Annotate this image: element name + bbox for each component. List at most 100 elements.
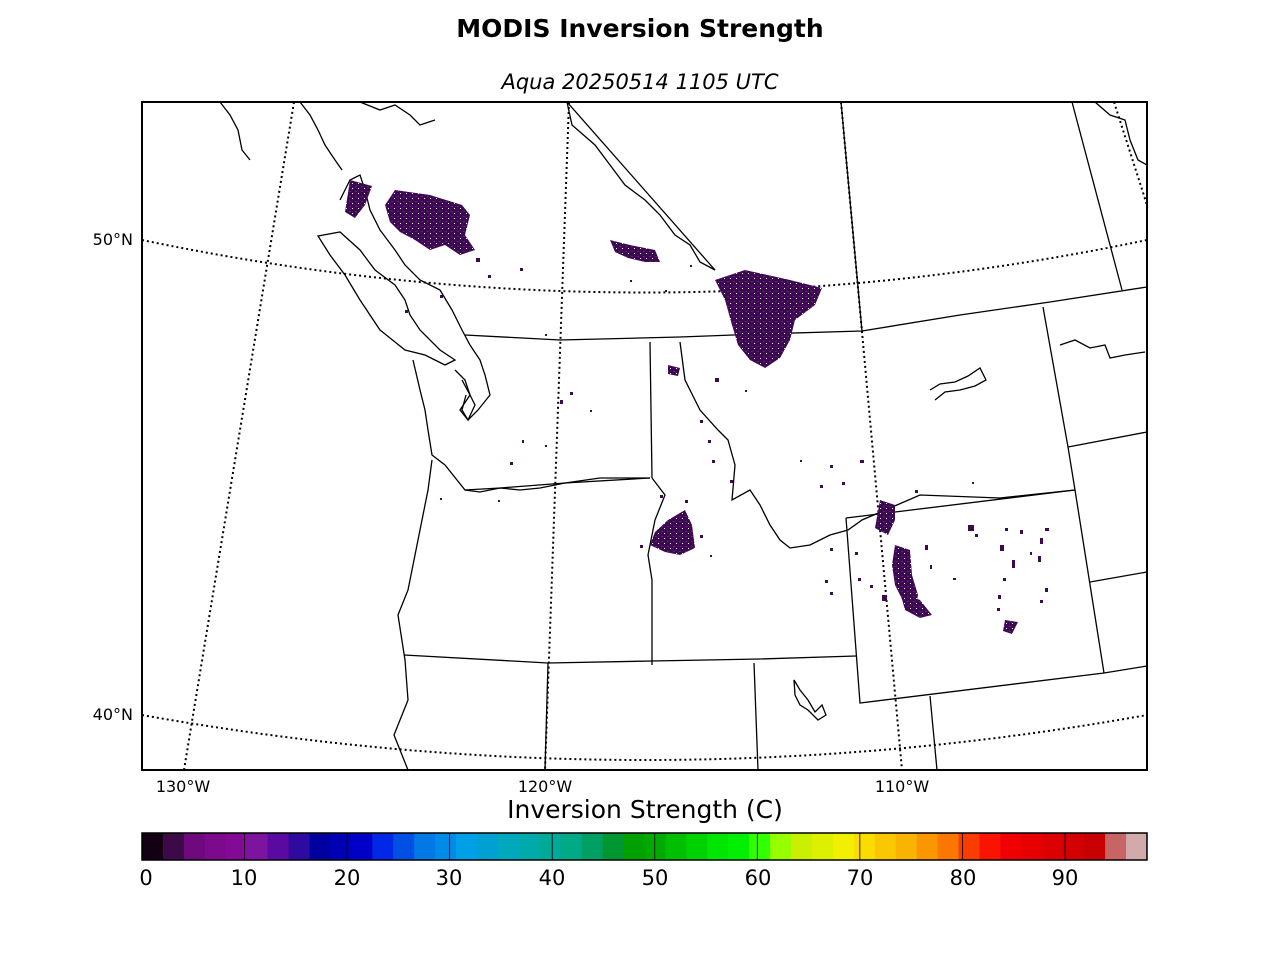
- colorbar-segment: [1021, 833, 1043, 860]
- data-cluster-bc-coast: [385, 190, 475, 255]
- colorbar-tick-20: 20: [333, 866, 361, 890]
- colorbar-segment: [477, 833, 499, 860]
- bc-north-coast: [219, 102, 436, 171]
- colorbar-segment: [497, 833, 520, 860]
- wa-or-border: [464, 477, 651, 491]
- colorbar-segment: [916, 833, 939, 860]
- chart-subtitle: Aqua 20250514 1105 UTC: [501, 70, 779, 94]
- dakota-border: [1067, 431, 1147, 448]
- lat-label-40n: 40°N: [93, 705, 133, 724]
- colorbar-tick-40: 40: [538, 866, 566, 890]
- data-cluster-colorado: [1003, 620, 1018, 634]
- colorbar-segment: [1042, 833, 1064, 860]
- colorbar-segment: [728, 833, 750, 860]
- colorbar-segment: [372, 833, 394, 860]
- colorbar-segment: [288, 833, 311, 860]
- colorbar-segment: [183, 833, 206, 860]
- sask-manitoba-border: [1071, 102, 1123, 291]
- colorbar-segment: [665, 833, 687, 860]
- data-speckles: [405, 258, 1049, 611]
- colorbar-segment: [874, 833, 897, 860]
- colorbar-segment: [853, 833, 876, 860]
- meridian-100w: [1113, 102, 1147, 206]
- colorbar-segment: [1000, 833, 1022, 860]
- lon-label-130w: 130°W: [156, 777, 211, 796]
- lon-label-120w: 120°W: [518, 777, 573, 796]
- colorbar-segment: [435, 833, 457, 860]
- colorbar-segment: [142, 833, 164, 860]
- colorbar-tick-30: 30: [435, 866, 463, 890]
- colorbar-segment: [895, 833, 918, 860]
- colorbar-segment: [162, 833, 185, 860]
- wa-id-border: [649, 341, 653, 479]
- data-cluster-wyoming-a: [875, 500, 895, 535]
- colorbar-segment: [309, 833, 332, 860]
- parallel-50n: [142, 239, 1147, 294]
- colorbar-segment: [414, 833, 436, 860]
- colorbar-segment: [267, 833, 290, 860]
- colorbar-segment: [749, 833, 771, 860]
- colorbar-segment: [832, 833, 855, 860]
- data-cluster-wyoming-c: [900, 592, 932, 618]
- data-cluster-oregon: [650, 510, 695, 555]
- meridian-120w: [544, 102, 570, 770]
- colorbar-segment: [1084, 833, 1106, 860]
- nv-ut-border: [753, 662, 759, 770]
- lake-sakakawea: [929, 367, 987, 401]
- map-area: [142, 102, 1147, 770]
- colorbar-segment: [707, 833, 729, 860]
- hudson-bay-edge: [1094, 102, 1147, 166]
- lat-label-50n: 50°N: [93, 230, 133, 249]
- data-cluster-wyoming-b: [892, 545, 918, 610]
- colorbar-segment: [204, 833, 227, 860]
- colorbar-segment: [393, 833, 415, 860]
- data-cluster-kootenay: [610, 240, 660, 262]
- colorbar-segment: [958, 833, 981, 860]
- data-cluster-montana-north: [715, 270, 822, 368]
- colorbar-segment: [581, 833, 604, 860]
- data-cluster-montana-east: [668, 365, 680, 376]
- colorbar-segment: [246, 833, 269, 860]
- id-border-west: [647, 477, 666, 665]
- map-frame: [141, 101, 1148, 771]
- or-ca-nv-border: [403, 654, 857, 664]
- colorbar-tick-50: 50: [641, 866, 669, 890]
- chart-title: MODIS Inversion Strength: [456, 14, 824, 43]
- colorbar-segment: [686, 833, 708, 860]
- bc-inland-coast: [339, 174, 491, 421]
- colorbar-segment: [1126, 833, 1148, 860]
- colorbar-label: Inversion Strength (C): [507, 795, 783, 824]
- great-salt-lake: [793, 679, 827, 721]
- ca-nv-border: [544, 662, 549, 770]
- colorbar-segment: [937, 833, 960, 860]
- colorbar-segment: [812, 833, 834, 860]
- alberta-sask-border: [840, 102, 863, 332]
- colorbar-segment: [539, 833, 562, 860]
- bc-alberta-border: [566, 102, 716, 271]
- colorbar-tick-70: 70: [846, 866, 874, 890]
- sd-ne-border: [1089, 571, 1147, 583]
- ut-co-border: [929, 695, 938, 770]
- colorbar-tick-10: 10: [230, 866, 258, 890]
- mt-dakota-border: [1042, 306, 1105, 674]
- colorbar-segment: [1105, 833, 1127, 860]
- parallel-40n: [142, 714, 1147, 761]
- colorbar-tick-90: 90: [1051, 866, 1079, 890]
- colorbar-tick-0: 0: [139, 866, 153, 890]
- data-cluster-bc-coast-south: [345, 180, 372, 218]
- colorbar-segment: [1063, 833, 1085, 860]
- colorbar-segment: [644, 833, 667, 860]
- colorbar-segment: [602, 833, 625, 860]
- colorbar-segment: [791, 833, 813, 860]
- colorbar-segment: [560, 833, 583, 860]
- colorbar-frame: [141, 832, 1148, 861]
- colorbar-tick-60: 60: [744, 866, 772, 890]
- lon-label-110w: 110°W: [875, 777, 930, 796]
- colorbar-segment: [351, 833, 373, 860]
- vancouver-island: [316, 231, 457, 366]
- political-borders: [403, 102, 1147, 770]
- inversion-data: [345, 180, 1018, 634]
- colorbar: [142, 833, 1148, 860]
- colorbar-segment: [979, 833, 1002, 860]
- us-canada-border: [464, 286, 1147, 341]
